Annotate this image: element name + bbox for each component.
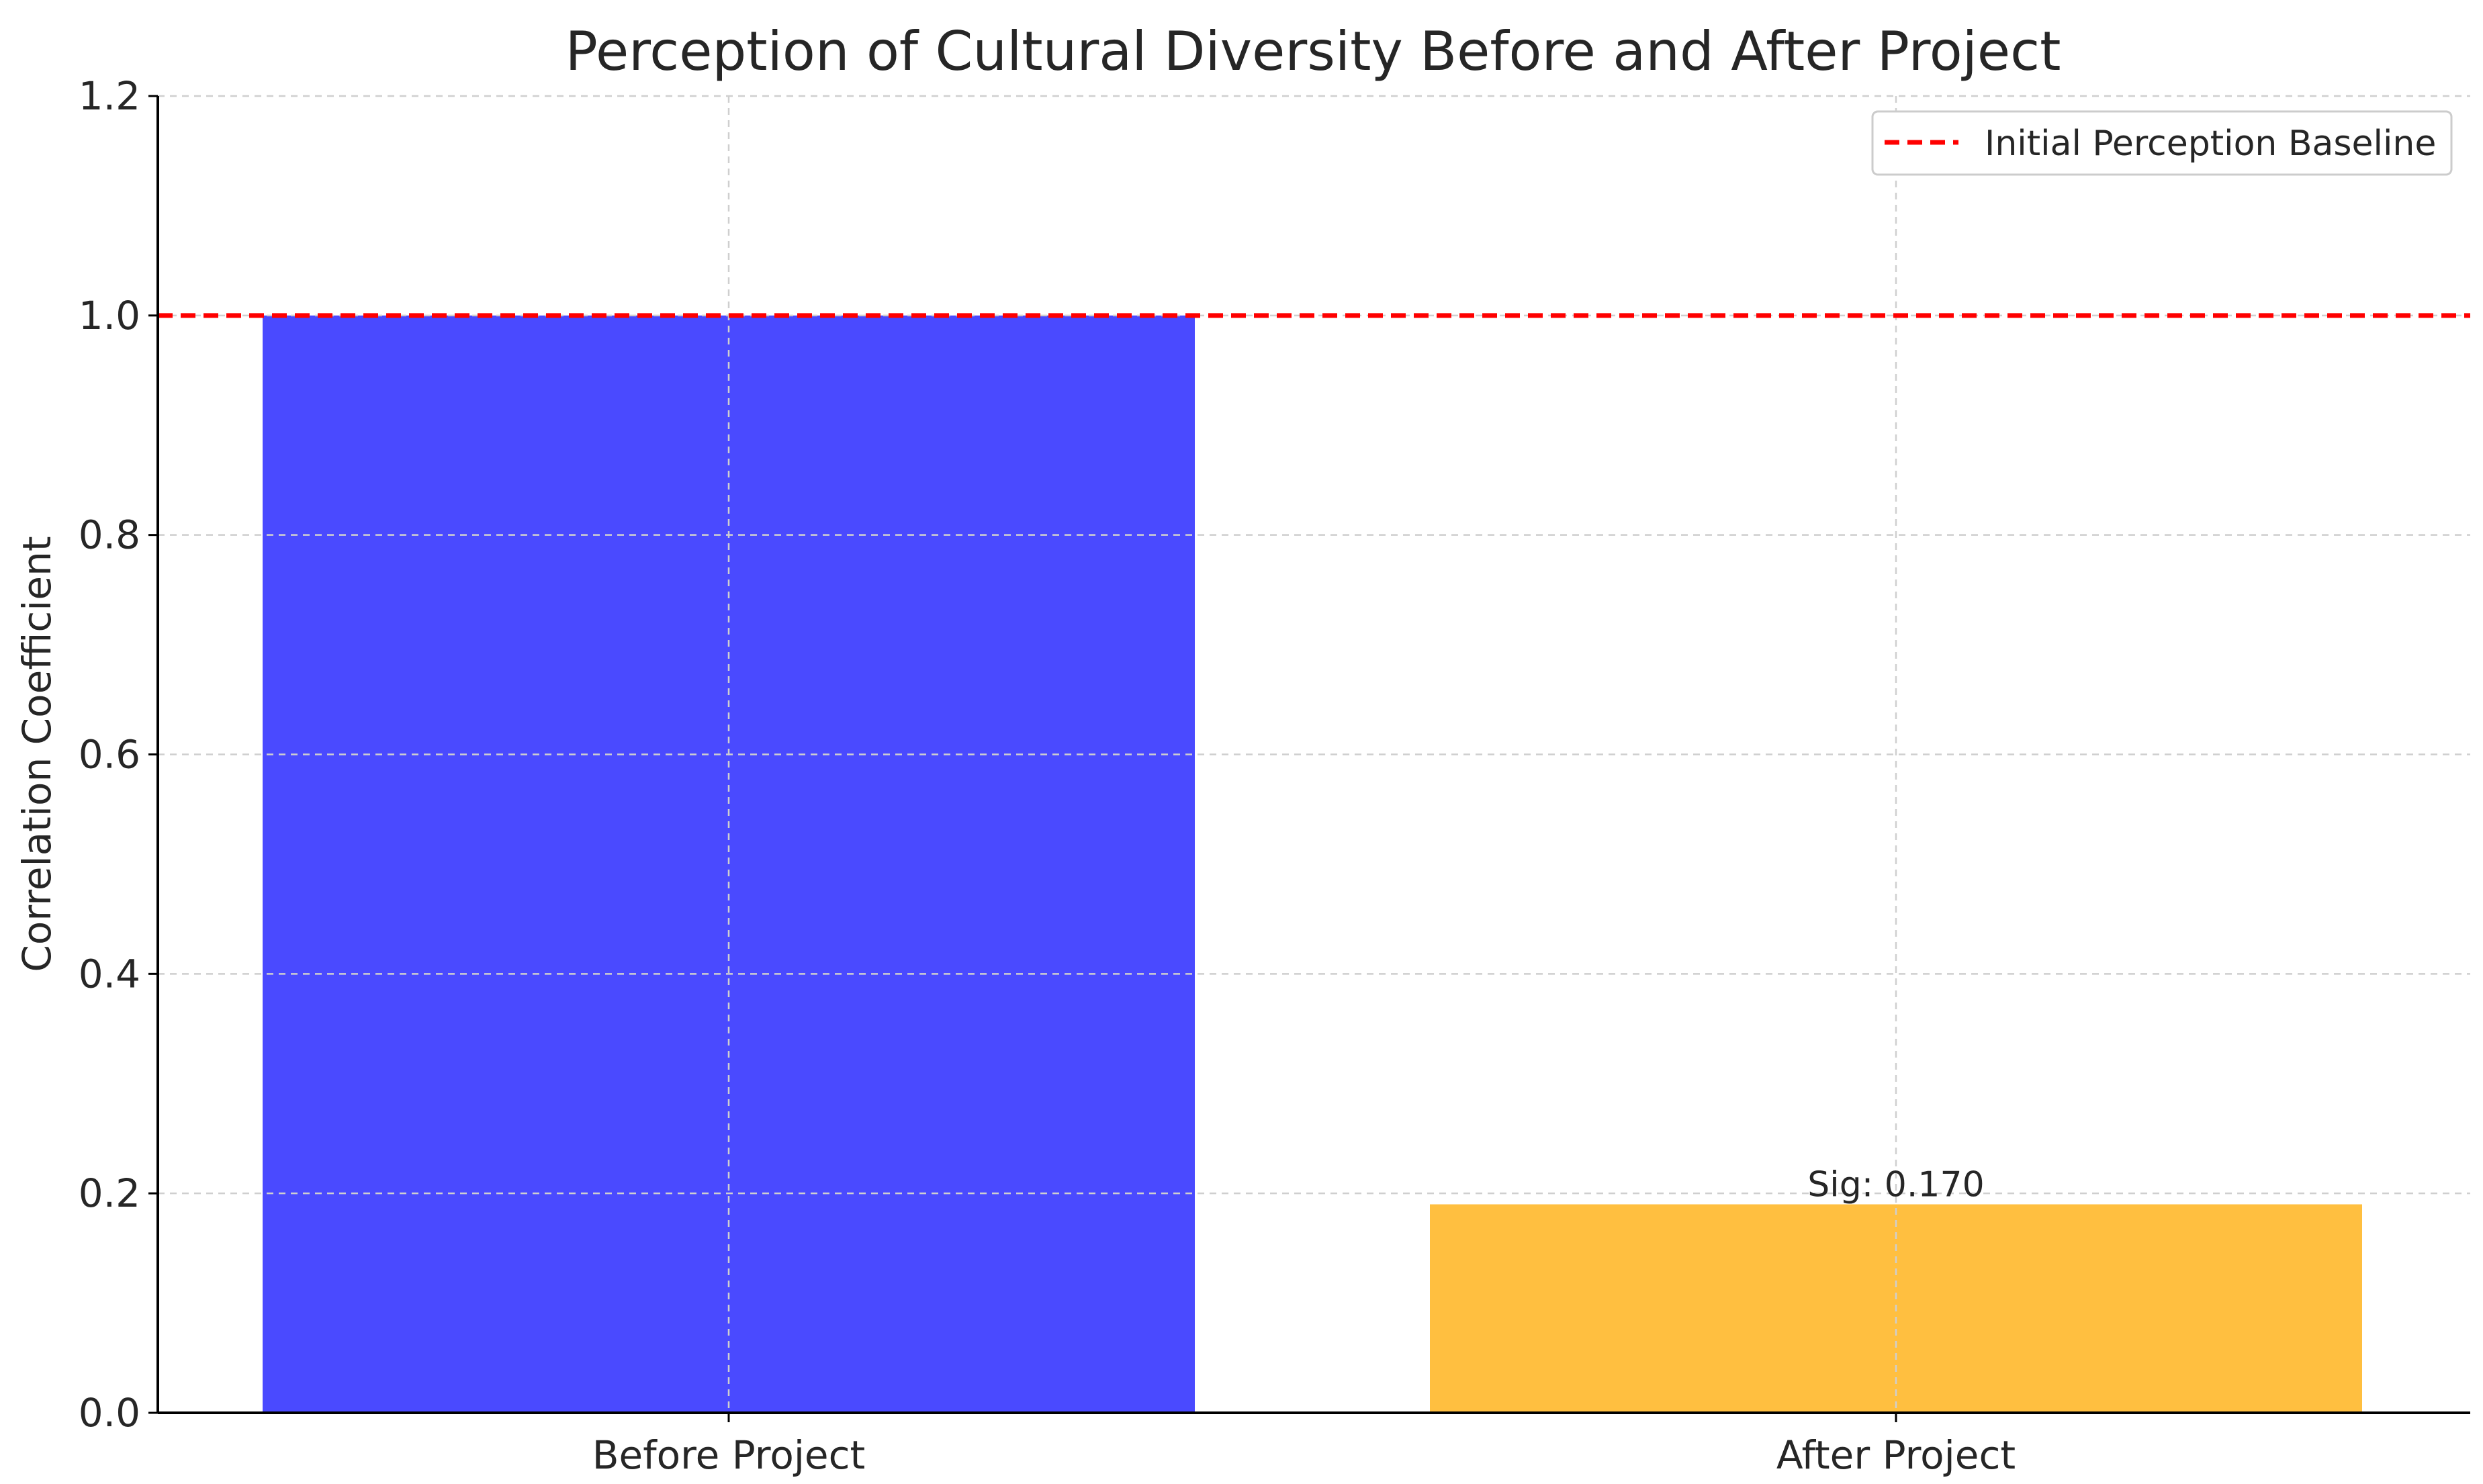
y-tick-label: 0.8 [79,512,140,558]
y-axis-label: Correlation Coefficient [14,536,60,972]
legend: Initial Perception Baseline [1871,110,2453,176]
y-tick-label: 0.0 [79,1390,140,1436]
x-tick-label: After Project [1776,1432,2016,1478]
x-tick-label: Before Project [592,1432,866,1478]
ticks: 0.0 0.2 0.4 0.6 0.8 1.0 1.2 Before Project After… [79,73,2016,1478]
chart-title: Perception of Cultural Diversity Before … [566,20,2061,83]
y-tick-label: 1.0 [79,293,140,338]
bar-annotation: Sig: 0.170 [1807,1165,1984,1205]
y-tick-label: 0.6 [79,732,140,778]
annotations: Sig: 0.170 [1807,1165,1984,1205]
bars [263,315,2362,1413]
legend-box [1871,110,2453,176]
y-tick-label: 0.2 [79,1170,140,1216]
legend-label: Initial Perception Baseline [1985,124,2436,164]
y-tick-label: 0.4 [79,951,140,996]
y-tick-label: 1.2 [79,73,140,119]
